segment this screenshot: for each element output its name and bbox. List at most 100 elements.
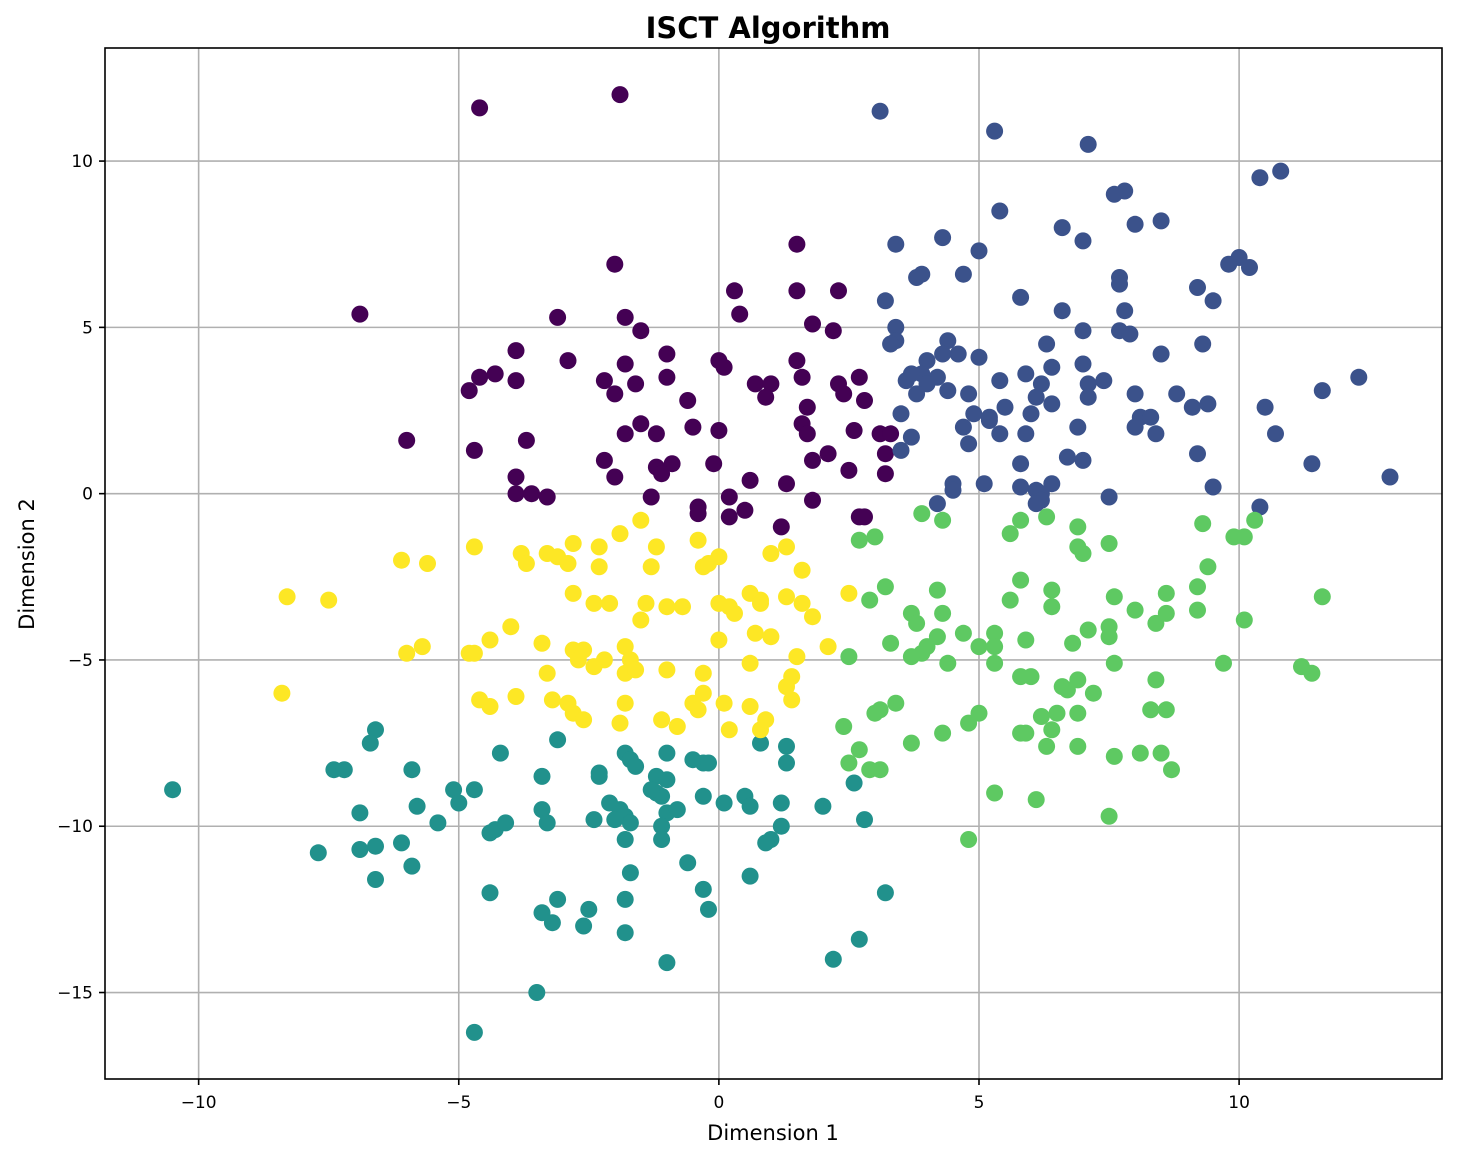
scatter-point: [746, 624, 764, 642]
scatter-point: [1100, 535, 1118, 552]
scatter-point: [804, 491, 821, 509]
scatter-point: [710, 631, 728, 649]
scatter-point: [1043, 598, 1061, 616]
scatter-point: [726, 282, 743, 300]
scatter-point: [1126, 385, 1144, 403]
scatter-point: [627, 757, 645, 775]
scatter-point: [1131, 744, 1149, 762]
scatter-point: [944, 481, 962, 499]
scatter-point: [616, 890, 634, 908]
scatter-point: [1001, 525, 1019, 543]
scatter-point: [523, 485, 541, 503]
scatter-point: [538, 664, 556, 682]
scatter-point: [710, 422, 728, 439]
scatter-point: [1303, 455, 1321, 473]
scatter-point: [465, 781, 483, 799]
scatter-point: [835, 718, 853, 735]
scatter-point: [1267, 425, 1284, 443]
scatter-point: [726, 604, 743, 622]
scatter-point: [590, 538, 608, 556]
scatter-point: [1105, 588, 1123, 606]
scatter-point: [746, 375, 764, 393]
scatter-point: [616, 425, 634, 443]
scatter-point: [507, 468, 525, 486]
scatter-point: [845, 422, 863, 439]
scatter-point: [892, 441, 910, 459]
scatter-point: [996, 398, 1014, 416]
scatter-point: [960, 385, 978, 403]
scatter-point: [1100, 628, 1118, 646]
scatter-point: [627, 375, 645, 393]
scatter-point: [278, 588, 296, 606]
scatter-point: [507, 688, 525, 705]
scatter-point: [830, 282, 847, 300]
scatter-point: [778, 588, 795, 606]
scatter-point: [772, 817, 790, 835]
scatter-point: [793, 594, 811, 612]
scatter-point: [351, 305, 369, 323]
scatter-point: [913, 505, 931, 523]
scatter-point: [741, 797, 759, 815]
scatter-point: [887, 694, 905, 712]
scatter-point: [533, 767, 551, 785]
scatter-point: [590, 558, 608, 576]
y-tick-label: 0: [82, 485, 93, 505]
scatter-point: [824, 322, 842, 340]
scatter-point: [398, 644, 416, 662]
scatter-point: [741, 471, 759, 489]
scatter-point: [991, 202, 1009, 220]
scatter-point: [606, 811, 624, 829]
x-tick-label: 0: [713, 1093, 724, 1113]
scatter-point: [465, 538, 483, 556]
scatter-point: [788, 648, 806, 666]
y-tick-label: −10: [57, 817, 93, 837]
scatter-point: [908, 385, 926, 403]
scatter-point: [892, 405, 910, 423]
scatter-point: [887, 235, 905, 253]
scatter-point: [772, 794, 790, 812]
scatter-point: [533, 801, 551, 819]
scatter-point: [367, 871, 384, 888]
scatter-point: [320, 591, 338, 609]
scatter-point: [538, 814, 556, 832]
scatter-point: [606, 468, 624, 486]
scatter-point: [616, 694, 634, 712]
scatter-point: [413, 638, 431, 656]
scatter-point: [507, 485, 525, 503]
scatter-point: [309, 844, 327, 862]
scatter-point: [928, 495, 946, 513]
scatter-point: [1105, 654, 1123, 672]
scatter-point: [335, 761, 353, 779]
scatter-point: [273, 684, 291, 702]
scatter-point: [986, 624, 1004, 642]
scatter-point: [835, 385, 853, 403]
scatter-point: [856, 508, 873, 526]
scatter-point: [918, 638, 936, 656]
x-tick-label: −5: [446, 1093, 471, 1113]
scatter-point: [788, 352, 806, 370]
scatter-point: [351, 841, 369, 858]
scatter-point: [393, 834, 410, 852]
scatter-point: [465, 441, 483, 459]
scatter-point: [1053, 219, 1071, 237]
scatter-point: [1194, 335, 1212, 353]
scatter-point: [1215, 654, 1232, 672]
scatter-point: [684, 418, 702, 436]
scatter-point: [653, 465, 671, 483]
scatter-point: [1152, 744, 1170, 762]
scatter-point: [517, 431, 535, 449]
scatter-point: [668, 718, 686, 735]
scatter-point: [757, 834, 775, 852]
scatter-point: [471, 368, 489, 386]
scatter-point: [876, 292, 894, 310]
scatter-point: [606, 255, 624, 273]
scatter-point: [840, 461, 858, 479]
scatter-point: [1204, 478, 1222, 496]
scatter-point: [814, 797, 832, 815]
scatter-point: [481, 884, 499, 902]
scatter-point: [486, 365, 504, 383]
scatter-point: [1183, 398, 1201, 416]
scatter-point: [549, 308, 567, 326]
scatter-point: [1012, 288, 1030, 306]
x-tick-label: 10: [1228, 1093, 1250, 1113]
